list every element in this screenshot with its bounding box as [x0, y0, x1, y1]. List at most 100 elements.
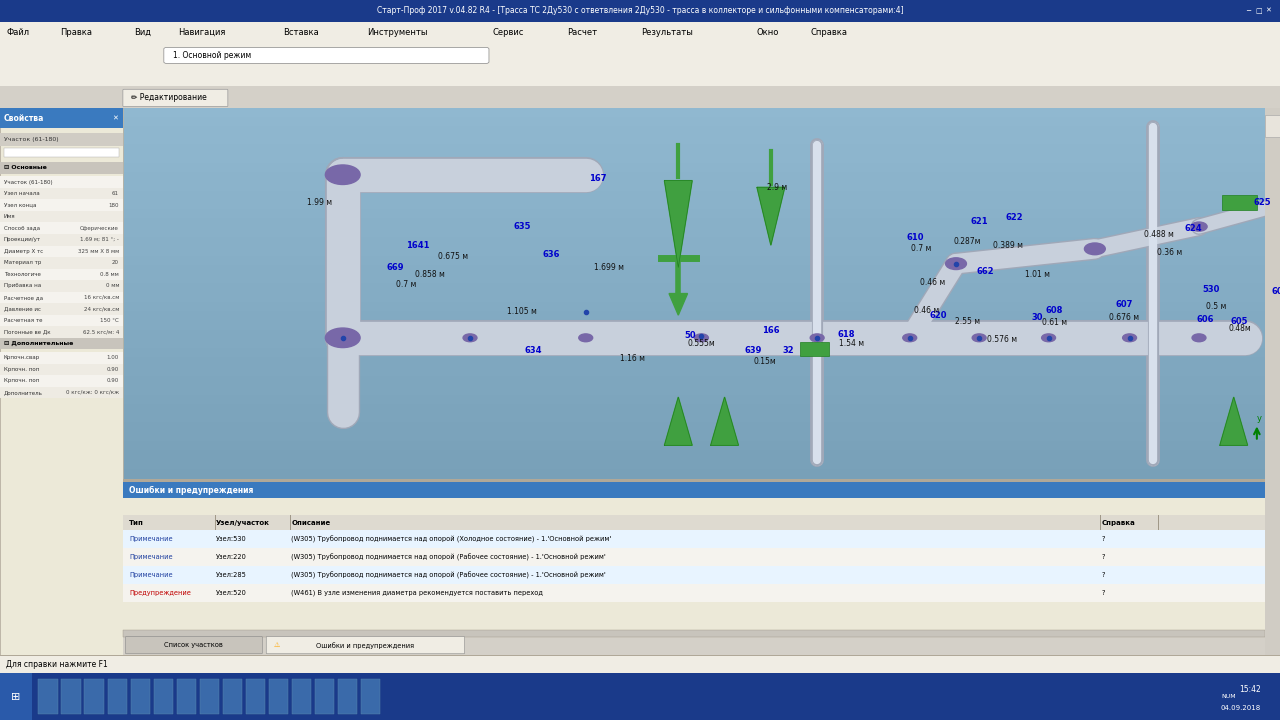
Text: 50: 50 — [684, 331, 696, 341]
Bar — [123, 163, 1280, 173]
Text: Для справки нажмите F1: Для справки нажмите F1 — [6, 660, 108, 669]
Bar — [123, 531, 1280, 549]
Bar — [123, 548, 1280, 549]
Text: 0.46 м: 0.46 м — [920, 278, 946, 287]
Bar — [154, 679, 173, 714]
Bar — [123, 441, 1280, 451]
Text: 530: 530 — [1202, 285, 1220, 294]
Text: Проекции/ут: Проекции/ут — [4, 238, 41, 242]
Bar — [123, 357, 1280, 367]
Text: 0 мм: 0 мм — [105, 284, 119, 288]
Text: ⚠: ⚠ — [274, 642, 279, 648]
Bar — [0, 108, 123, 655]
Text: (W305) Трубопровод поднимается над опорой (Рабочее состояние) - 1.'Основной режи: (W305) Трубопровод поднимается над опоро… — [292, 572, 605, 579]
Text: 1641: 1641 — [406, 240, 430, 250]
Text: ✏ Редактирование: ✏ Редактирование — [131, 94, 206, 102]
Bar — [123, 585, 1280, 603]
Bar — [123, 153, 1280, 163]
Bar — [0, 673, 1280, 720]
FancyBboxPatch shape — [266, 636, 465, 654]
Circle shape — [902, 334, 916, 342]
Text: 635: 635 — [513, 222, 531, 231]
Text: 0.576 м: 0.576 м — [987, 336, 1018, 344]
Text: ✕: ✕ — [113, 115, 118, 121]
Bar — [123, 107, 1280, 117]
Text: (W461) В узле изменения диаметра рекомендуется поставить переход: (W461) В узле изменения диаметра рекомен… — [292, 590, 543, 596]
Text: Погонные ве Дк: Погонные ве Дк — [4, 330, 50, 334]
Text: 15:42: 15:42 — [1239, 685, 1261, 694]
Text: 1.99 м: 1.99 м — [307, 198, 332, 207]
Text: Результаты: Результаты — [641, 28, 694, 37]
Text: 1.105 м: 1.105 м — [507, 307, 538, 316]
Text: Ошибки и предупреждения: Ошибки и предупреждения — [316, 642, 415, 649]
Bar — [123, 117, 1280, 127]
Bar — [61, 679, 81, 714]
Bar — [131, 679, 150, 714]
Text: 607: 607 — [1115, 300, 1133, 309]
Text: Ошибки и предупреждения: Ошибки и предупреждения — [129, 486, 253, 495]
Bar — [0, 108, 123, 128]
Circle shape — [325, 328, 360, 348]
Text: 624: 624 — [1184, 224, 1202, 233]
Text: 0.90: 0.90 — [106, 367, 119, 372]
Bar — [246, 679, 265, 714]
Bar — [123, 274, 1280, 284]
Circle shape — [1190, 222, 1207, 231]
Bar — [123, 385, 1280, 395]
Text: Крпочн.свар: Крпочн.свар — [4, 356, 40, 360]
Bar — [1158, 515, 1160, 531]
Bar — [0, 387, 123, 398]
Text: ⊟ Дополнительные: ⊟ Дополнительные — [4, 341, 73, 346]
Text: Технологиче: Технологиче — [4, 272, 41, 276]
Text: 0.488 м: 0.488 м — [1143, 230, 1174, 238]
Text: 636: 636 — [543, 250, 559, 259]
Bar — [123, 144, 1280, 154]
Text: 61: 61 — [113, 192, 119, 196]
Text: Старт-Проф 2017 v.04.82 R4 - [Трасса ТС 2Ду530 с ответвления 2Ду530 - трасса в к: Старт-Проф 2017 v.04.82 R4 - [Трасса ТС … — [376, 6, 904, 15]
Circle shape — [579, 334, 593, 342]
Text: Описание: Описание — [292, 520, 330, 526]
Bar — [0, 303, 123, 315]
Bar — [123, 515, 1280, 531]
Bar — [123, 292, 1280, 302]
Circle shape — [695, 334, 708, 342]
Bar — [0, 364, 123, 375]
Text: Примечание: Примечание — [129, 536, 173, 542]
Text: 0.676 м: 0.676 м — [1108, 313, 1139, 322]
Text: 0.7 м: 0.7 м — [911, 244, 932, 253]
Bar — [215, 515, 216, 531]
Bar — [123, 210, 1280, 219]
Bar — [123, 284, 1280, 293]
Bar — [123, 530, 1280, 531]
Bar — [292, 679, 311, 714]
Text: 605: 605 — [1231, 317, 1248, 325]
Text: Диаметр X тс: Диаметр X тс — [4, 249, 44, 253]
Text: 0 кгс/кж: 0 кгс/кж: 0 кгс/кж: 0 кгс/кж — [65, 390, 119, 395]
Bar — [361, 679, 380, 714]
Bar — [123, 566, 1280, 567]
Text: Узел:530: Узел:530 — [216, 536, 247, 542]
Bar — [0, 162, 123, 174]
Polygon shape — [1220, 397, 1248, 445]
Text: ?: ? — [1101, 590, 1105, 596]
Text: Узел конца: Узел конца — [4, 203, 36, 207]
Text: ?: ? — [1101, 554, 1105, 560]
Text: 2.9 м: 2.9 м — [767, 183, 787, 192]
Text: Список участков: Список участков — [165, 642, 223, 648]
Text: □: □ — [1254, 8, 1262, 14]
Text: Имя: Имя — [4, 215, 15, 219]
Polygon shape — [664, 181, 692, 267]
Bar — [84, 679, 104, 714]
Text: Вид: Вид — [134, 28, 151, 37]
Bar — [123, 567, 1280, 585]
Bar — [1265, 498, 1280, 655]
Bar — [0, 43, 1280, 66]
Bar — [0, 655, 1280, 656]
Bar — [123, 246, 1280, 256]
Bar — [0, 222, 123, 234]
Bar — [1222, 195, 1257, 210]
Bar — [0, 199, 123, 211]
Text: ✕: ✕ — [1266, 8, 1271, 14]
Bar — [0, 280, 123, 292]
Text: 621: 621 — [970, 217, 988, 225]
